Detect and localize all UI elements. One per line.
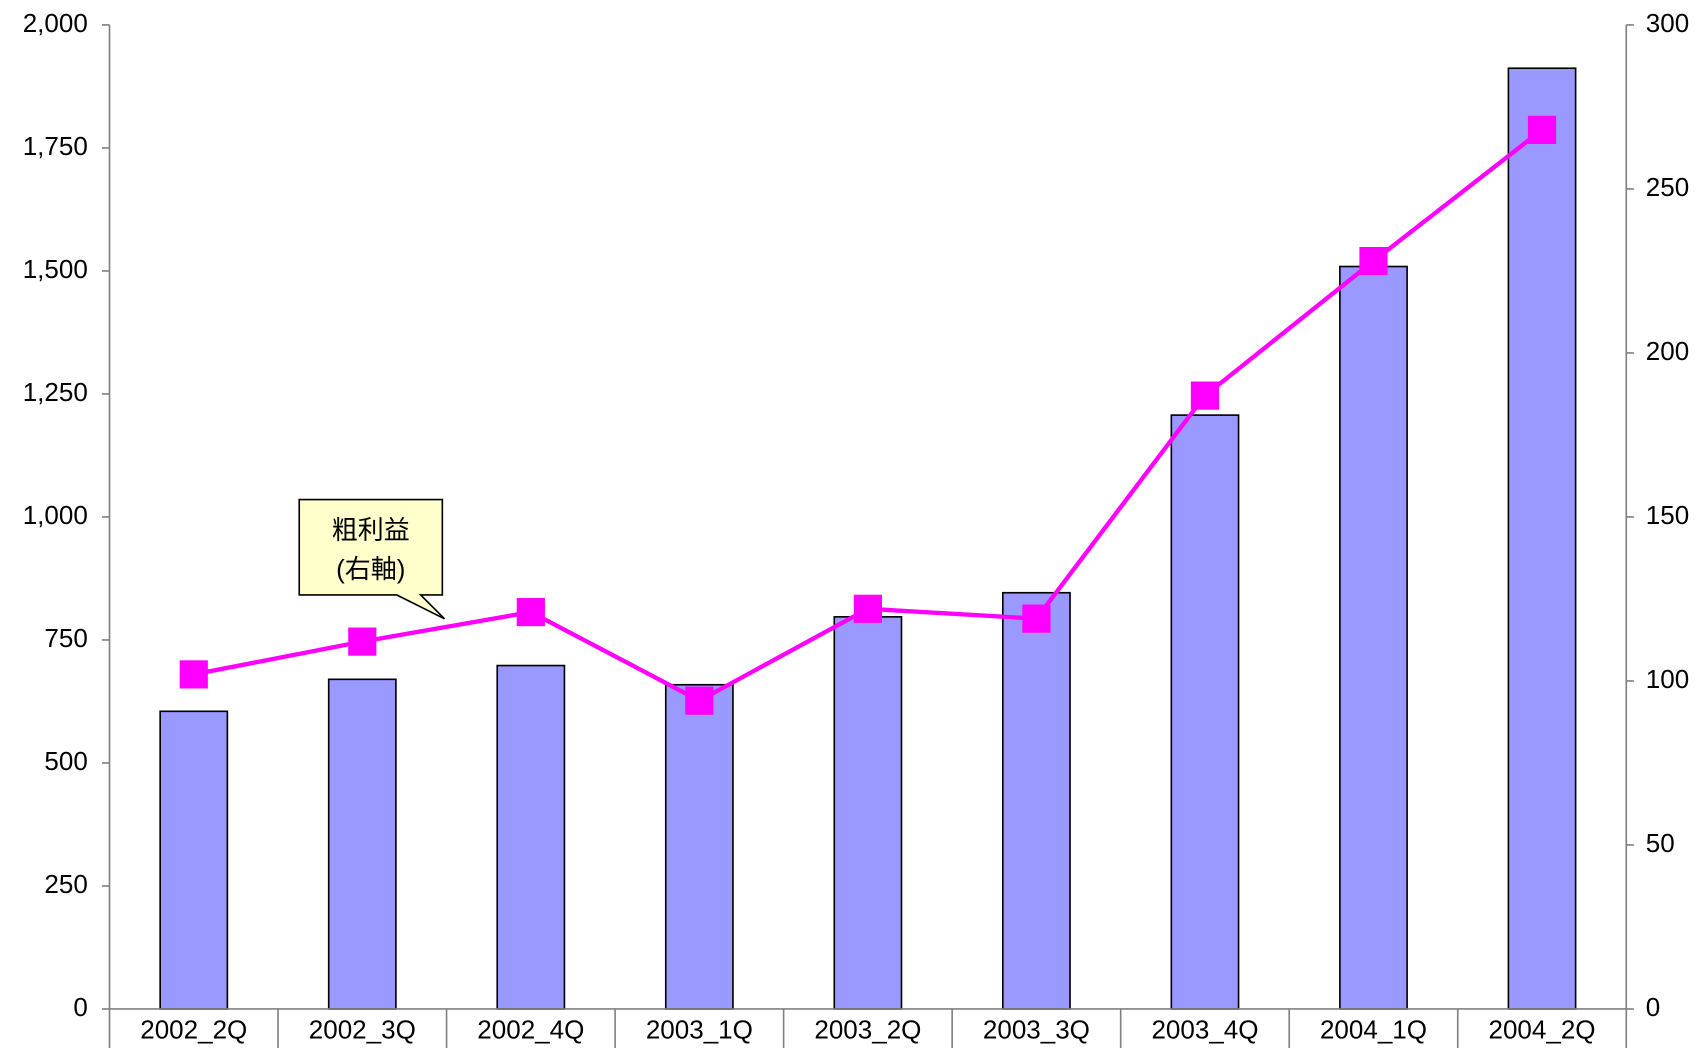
y2-tick-label: 250 <box>1646 172 1689 202</box>
bar <box>327 678 397 1010</box>
annotation: 粗利益 (右軸) <box>298 498 446 620</box>
y-tick-label: 2,000 <box>23 8 88 38</box>
x-tick-label: 2003_1Q <box>646 1015 753 1045</box>
annotation-text: (右軸) <box>336 554 405 584</box>
y2-tick-label: 0 <box>1646 992 1660 1022</box>
line-marker <box>179 660 208 689</box>
y-tick-label: 1,000 <box>23 500 88 530</box>
bar <box>1170 414 1240 1010</box>
x-tick-label: 2004_2Q <box>1489 1015 1596 1045</box>
bar <box>1001 591 1071 1010</box>
line-marker <box>1190 381 1220 410</box>
line-marker <box>1359 247 1388 276</box>
y2-tick-label: 100 <box>1646 664 1689 694</box>
x-tick-label: 2003_3Q <box>983 1015 1090 1045</box>
bar <box>1507 67 1577 1010</box>
y2-tick-label: 150 <box>1646 500 1689 530</box>
line-marker <box>348 627 377 656</box>
x-tick-label: 2002_3Q <box>309 1015 416 1045</box>
line-marker <box>853 594 882 623</box>
x-tick-label: 2002_2Q <box>140 1015 247 1045</box>
y2-tick-label: 300 <box>1646 8 1689 38</box>
line-marker <box>516 597 545 627</box>
bar <box>1339 265 1408 1010</box>
line-marker <box>1022 604 1051 633</box>
y-tick-label: 1,250 <box>23 377 88 407</box>
y-tick-label: 0 <box>73 992 87 1022</box>
annotation-text: 粗利益 <box>332 515 410 545</box>
y2-tick-label: 200 <box>1646 336 1689 366</box>
y2-tick-label: 50 <box>1646 828 1675 858</box>
callout-box <box>298 498 446 620</box>
bar <box>159 710 229 1010</box>
bar <box>833 616 903 1010</box>
y-tick-label: 1,500 <box>23 254 88 284</box>
bar <box>496 664 566 1010</box>
line-marker <box>685 686 714 715</box>
y-tick-label: 1,750 <box>23 131 88 161</box>
y-tick-label: 250 <box>44 869 87 899</box>
line-marker <box>1527 115 1557 144</box>
x-tick-label: 2003_2Q <box>814 1015 921 1045</box>
y-tick-label: 500 <box>44 746 87 776</box>
x-tick-label: 2004_1Q <box>1320 1015 1427 1045</box>
x-tick-label: 2002_4Q <box>477 1015 584 1045</box>
y-tick-label: 750 <box>44 623 87 653</box>
x-tick-label: 2003_4Q <box>1151 1015 1258 1045</box>
bar <box>664 683 734 1010</box>
